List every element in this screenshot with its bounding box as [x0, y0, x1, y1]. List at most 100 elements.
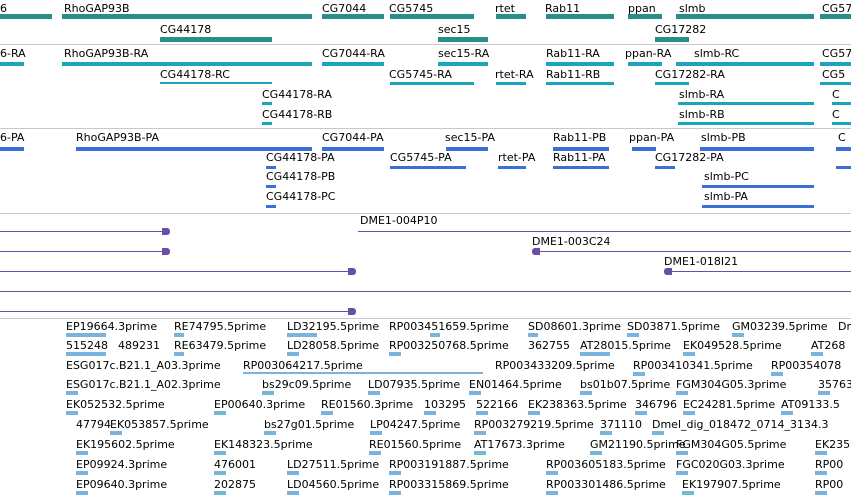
- transcript-feature[interactable]: [628, 62, 662, 66]
- transcript-label[interactable]: CG44178-RB: [262, 108, 333, 121]
- est-feature[interactable]: [66, 411, 78, 415]
- transcript-label[interactable]: 6-RA: [0, 47, 26, 60]
- protein-label[interactable]: ppan-PA: [629, 131, 675, 144]
- est-label[interactable]: RP003433209.5prime: [495, 359, 615, 372]
- est-label[interactable]: AT09133.5: [781, 398, 840, 411]
- protein-feature[interactable]: [0, 147, 24, 151]
- transcript-feature[interactable]: [546, 82, 614, 85]
- transcript-label[interactable]: C: [832, 108, 840, 121]
- protein-feature[interactable]: [553, 147, 609, 151]
- protein-feature[interactable]: [655, 166, 675, 169]
- clone-feature[interactable]: [0, 291, 851, 292]
- est-feature[interactable]: [476, 411, 488, 415]
- transcript-feature[interactable]: [678, 122, 814, 125]
- est-label[interactable]: FGC020G03.3prime: [676, 458, 785, 471]
- est-label[interactable]: GM21190.5prime: [590, 438, 686, 451]
- est-label[interactable]: LP04247.5prime: [370, 418, 461, 431]
- est-label[interactable]: RP003315869.5prime: [389, 478, 509, 491]
- gene-feature[interactable]: [546, 14, 614, 19]
- est-feature[interactable]: [214, 411, 226, 415]
- gene-feature[interactable]: [390, 14, 474, 19]
- est-feature[interactable]: [590, 451, 602, 455]
- transcript-label[interactable]: CG44178-RA: [262, 88, 332, 101]
- est-label[interactable]: EK052532.5prime: [66, 398, 165, 411]
- protein-feature[interactable]: [76, 147, 312, 151]
- transcript-feature[interactable]: [678, 102, 814, 105]
- transcript-feature[interactable]: [832, 102, 851, 105]
- transcript-label[interactable]: rtet-RA: [495, 68, 534, 81]
- est-feature[interactable]: [214, 471, 226, 475]
- est-label[interactable]: AT268: [811, 339, 846, 352]
- est-label[interactable]: RP003064217.5prime: [243, 359, 363, 372]
- gene-label[interactable]: 6: [0, 2, 7, 15]
- est-feature[interactable]: [633, 372, 645, 376]
- est-feature[interactable]: [76, 471, 88, 475]
- transcript-feature[interactable]: [546, 62, 614, 66]
- est-label[interactable]: EK148323.5prime: [214, 438, 313, 451]
- est-label[interactable]: SD03871.5prime: [627, 320, 720, 333]
- est-label[interactable]: RP00: [815, 458, 844, 471]
- est-label[interactable]: RP00: [815, 478, 844, 491]
- est-feature[interactable]: [580, 352, 610, 356]
- transcript-feature[interactable]: [655, 82, 689, 85]
- est-label[interactable]: ESG017c.B21.1_A03.3prime: [66, 359, 221, 372]
- gene-label[interactable]: CG57: [822, 2, 851, 15]
- est-feature[interactable]: [732, 333, 744, 337]
- est-label[interactable]: AT17673.3prime: [474, 438, 565, 451]
- est-label[interactable]: ESG017c.B21.1_A02.3prime: [66, 378, 221, 391]
- protein-feature[interactable]: [702, 185, 814, 188]
- gene-label[interactable]: CG44178: [160, 23, 212, 36]
- est-feature[interactable]: [287, 491, 299, 495]
- est-feature[interactable]: [683, 411, 695, 415]
- est-feature[interactable]: [676, 451, 688, 455]
- transcript-label[interactable]: CG57: [822, 47, 851, 60]
- est-feature[interactable]: [66, 333, 106, 337]
- est-label[interactable]: bs27g01.5prime: [264, 418, 355, 431]
- transcript-label[interactable]: RhoGAP93B-RA: [64, 47, 149, 60]
- transcript-label[interactable]: slmb-RB: [679, 108, 725, 121]
- transcript-label[interactable]: CG5745-RA: [389, 68, 452, 81]
- est-label[interactable]: bs29c09.5prime: [262, 378, 352, 391]
- est-feature[interactable]: [676, 391, 688, 395]
- transcript-label[interactable]: slmb-RA: [679, 88, 725, 101]
- gene-label[interactable]: RhoGAP93B: [64, 2, 130, 15]
- protein-feature[interactable]: [266, 166, 276, 169]
- protein-label[interactable]: slmb-PA: [704, 190, 748, 203]
- protein-label[interactable]: RhoGAP93B-PA: [76, 131, 159, 144]
- est-label[interactable]: GM03239.5prime: [732, 320, 828, 333]
- est-label[interactable]: bs01b07.5prime: [580, 378, 671, 391]
- gene-feature[interactable]: [322, 14, 384, 19]
- est-feature[interactable]: [811, 352, 823, 356]
- transcript-label[interactable]: Rab11-RA: [546, 47, 600, 60]
- est-feature[interactable]: [174, 333, 184, 337]
- est-feature[interactable]: [110, 431, 122, 435]
- est-label[interactable]: SD08601.3prime: [528, 320, 621, 333]
- protein-feature[interactable]: [632, 147, 656, 151]
- transcript-label[interactable]: slmb-RC: [694, 47, 740, 60]
- est-label[interactable]: EK238363.5prime: [528, 398, 627, 411]
- est-label[interactable]: FGM304G05.5prime: [676, 438, 787, 451]
- est-label[interactable]: RE74795.5prime: [174, 320, 267, 333]
- est-label[interactable]: RE63479.5prime: [174, 339, 267, 352]
- gene-feature[interactable]: [628, 14, 662, 19]
- est-feature[interactable]: [321, 411, 333, 415]
- est-label[interactable]: LD07935.5prime: [368, 378, 461, 391]
- est-feature[interactable]: [600, 431, 612, 435]
- est-feature[interactable]: [683, 352, 695, 356]
- est-feature[interactable]: [264, 431, 276, 435]
- protein-label[interactable]: Rab11-PA: [553, 151, 606, 164]
- est-label[interactable]: RP003250768.5prime: [389, 339, 509, 352]
- protein-label[interactable]: C: [838, 131, 846, 144]
- est-label[interactable]: 362755: [528, 339, 570, 352]
- protein-feature[interactable]: [553, 166, 609, 169]
- est-label[interactable]: EK235: [815, 438, 851, 451]
- transcript-label[interactable]: CG44178-RC: [160, 68, 230, 81]
- clone-feature[interactable]: [0, 311, 356, 312]
- est-feature[interactable]: [287, 352, 299, 356]
- protein-feature[interactable]: [498, 166, 526, 169]
- gene-feature[interactable]: [496, 14, 526, 19]
- protein-label[interactable]: slmb-PC: [704, 170, 749, 183]
- protein-label[interactable]: Rab11-PB: [553, 131, 607, 144]
- est-feature[interactable]: [818, 391, 830, 395]
- gene-label[interactable]: sec15: [438, 23, 471, 36]
